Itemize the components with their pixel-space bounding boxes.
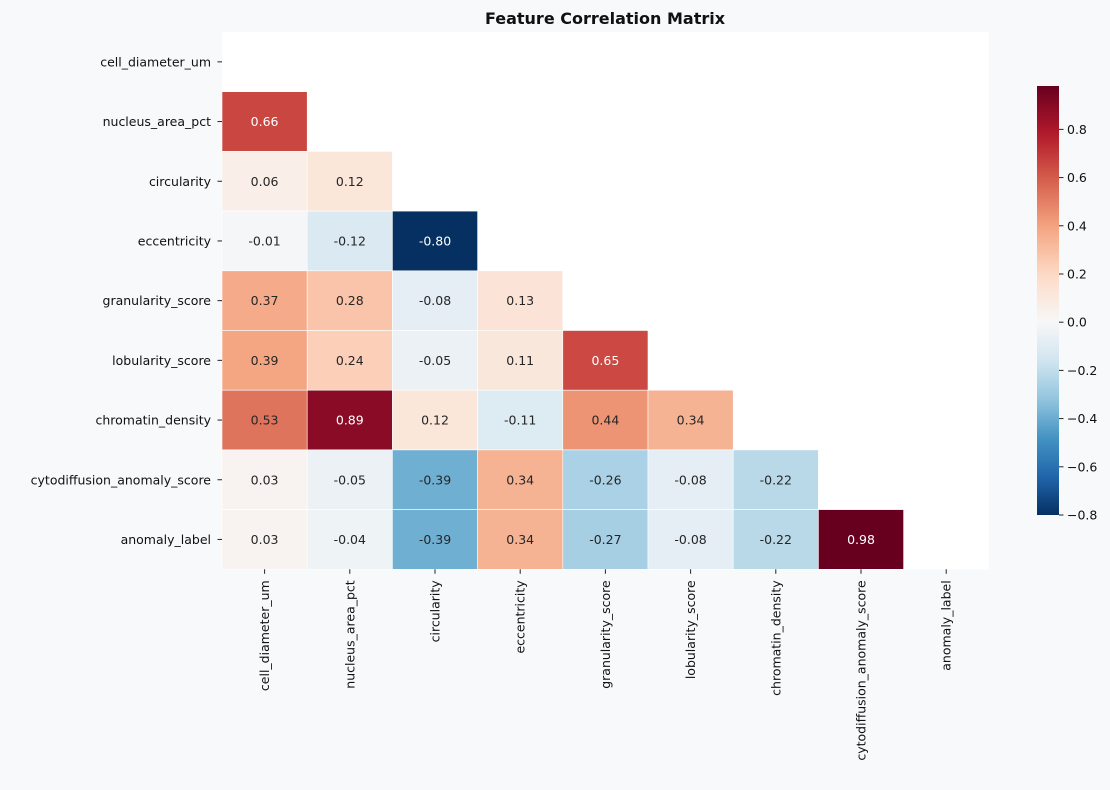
cell-value-8-6: -0.22 xyxy=(760,532,792,547)
heatmap-cell-6-0 xyxy=(221,389,308,451)
cell-value-2-1: 0.12 xyxy=(336,174,364,189)
y-tick-label: chromatin_density xyxy=(95,413,211,428)
heatmap-cell-7-4 xyxy=(562,449,649,510)
x-tick-label: anomaly_label xyxy=(939,580,954,670)
cell-value-6-0: 0.53 xyxy=(251,413,279,428)
cell-value-1-0: 0.66 xyxy=(251,114,279,129)
heatmap-cell-7-3 xyxy=(477,449,564,510)
cell-value-7-3: 0.34 xyxy=(506,472,534,487)
cell-value-8-4: -0.27 xyxy=(589,532,621,547)
x-tick-label: cytodiffusion_anomaly_score xyxy=(854,580,869,761)
x-tick-label: lobularity_score xyxy=(683,580,698,679)
cell-value-7-4: -0.26 xyxy=(589,472,621,487)
cell-value-8-2: -0.39 xyxy=(419,532,451,547)
colorbar-tick-label: 0.4 xyxy=(1067,218,1087,233)
cell-value-4-0: 0.37 xyxy=(251,293,279,308)
cell-value-5-4: 0.65 xyxy=(591,353,619,368)
heatmap-cell-5-3 xyxy=(477,330,564,391)
cell-value-4-1: 0.28 xyxy=(336,293,364,308)
x-tick-label: circularity xyxy=(428,580,443,643)
cell-value-3-0: -0.01 xyxy=(248,233,280,248)
heatmap-cell-7-1 xyxy=(306,449,393,510)
heatmap-cell-8-6 xyxy=(732,509,819,570)
y-tick-label: circularity xyxy=(149,174,212,189)
cell-value-6-5: 0.34 xyxy=(677,413,705,428)
heatmap-cell-8-5 xyxy=(647,509,734,570)
x-tick-label: cell_diameter_um xyxy=(257,580,272,691)
heatmap-cell-4-2 xyxy=(392,270,478,331)
heatmap-cell-8-7 xyxy=(818,509,904,570)
x-tick-label: nucleus_area_pct xyxy=(342,580,357,688)
heatmap-cell-6-5 xyxy=(647,389,734,451)
x-tick-label: granularity_score xyxy=(598,580,613,689)
cell-value-7-5: -0.08 xyxy=(674,472,706,487)
heatmap-cell-5-1 xyxy=(306,330,393,391)
heatmap-cell-7-6 xyxy=(732,449,819,510)
x-tick-label: eccentricity xyxy=(513,580,528,654)
heatmap-cell-7-0 xyxy=(221,449,308,510)
y-tick-label: lobularity_score xyxy=(112,353,211,368)
colorbar-tick-label: −0.6 xyxy=(1067,459,1097,474)
x-tick-label: chromatin_density xyxy=(768,580,783,696)
colorbar-tick-label: −0.4 xyxy=(1067,411,1097,426)
cell-value-5-3: 0.11 xyxy=(506,353,534,368)
colorbar xyxy=(1037,86,1059,515)
y-tick-label: cytodiffusion_anomaly_score xyxy=(31,472,212,487)
heatmap-cell-6-1 xyxy=(306,389,393,451)
cell-value-5-2: -0.05 xyxy=(419,353,451,368)
heatmap-cell-6-4 xyxy=(562,389,649,451)
cell-value-7-6: -0.22 xyxy=(760,472,792,487)
cell-value-3-1: -0.12 xyxy=(334,233,366,248)
heatmap-cell-5-4 xyxy=(562,330,649,391)
colorbar-tick-label: 0.2 xyxy=(1067,266,1087,281)
cell-value-7-1: -0.05 xyxy=(334,472,366,487)
heatmap-cell-1-0 xyxy=(221,91,308,152)
heatmap-cell-4-3 xyxy=(477,270,564,331)
cell-value-8-7: 0.98 xyxy=(847,532,875,547)
colorbar-tick-label: −0.2 xyxy=(1067,363,1097,378)
heatmap-cell-5-2 xyxy=(392,330,478,391)
colorbar-tick-label: 0.0 xyxy=(1067,315,1087,330)
chart-title: Feature Correlation Matrix xyxy=(485,9,726,28)
heatmap-cell-7-2 xyxy=(392,449,478,510)
cell-value-6-2: 0.12 xyxy=(421,413,449,428)
cell-value-3-2: -0.80 xyxy=(419,233,451,248)
cell-value-4-3: 0.13 xyxy=(506,293,534,308)
cell-value-8-0: 0.03 xyxy=(251,532,279,547)
y-tick-label: cell_diameter_um xyxy=(100,54,211,69)
cell-value-7-2: -0.39 xyxy=(419,472,451,487)
heatmap-cell-3-0 xyxy=(221,210,308,272)
cell-value-2-0: 0.06 xyxy=(251,174,279,189)
heatmap-cell-8-1 xyxy=(306,509,393,570)
heatmap-cell-2-0 xyxy=(221,151,308,212)
colorbar-tick-label: 0.8 xyxy=(1067,122,1087,137)
heatmap-cell-8-0 xyxy=(221,509,308,570)
colorbar-tick-label: 0.6 xyxy=(1067,170,1087,185)
cell-value-6-1: 0.89 xyxy=(336,413,364,428)
cell-value-8-3: 0.34 xyxy=(506,532,534,547)
cell-value-5-1: 0.24 xyxy=(336,353,364,368)
heatmap-cell-8-4 xyxy=(562,509,649,570)
cell-value-7-0: 0.03 xyxy=(251,472,279,487)
cell-value-4-2: -0.08 xyxy=(419,293,451,308)
y-tick-label: anomaly_label xyxy=(121,532,211,547)
y-tick-label: nucleus_area_pct xyxy=(103,114,211,129)
y-tick-label: eccentricity xyxy=(138,233,212,248)
y-tick-label: granularity_score xyxy=(103,293,212,308)
heatmap-cell-4-1 xyxy=(306,270,393,331)
cell-value-8-5: -0.08 xyxy=(674,532,706,547)
heatmap-cell-4-0 xyxy=(221,270,308,331)
heatmap-cell-8-2 xyxy=(392,509,478,570)
cell-value-6-4: 0.44 xyxy=(591,413,619,428)
heatmap-cell-2-1 xyxy=(306,151,393,212)
cell-value-6-3: -0.11 xyxy=(504,413,536,428)
colorbar-tick-label: −0.8 xyxy=(1067,508,1097,523)
heatmap-cell-6-2 xyxy=(392,389,478,451)
cell-value-5-0: 0.39 xyxy=(251,353,279,368)
cell-value-8-1: -0.04 xyxy=(334,532,366,547)
heatmap-cell-6-3 xyxy=(477,389,564,451)
